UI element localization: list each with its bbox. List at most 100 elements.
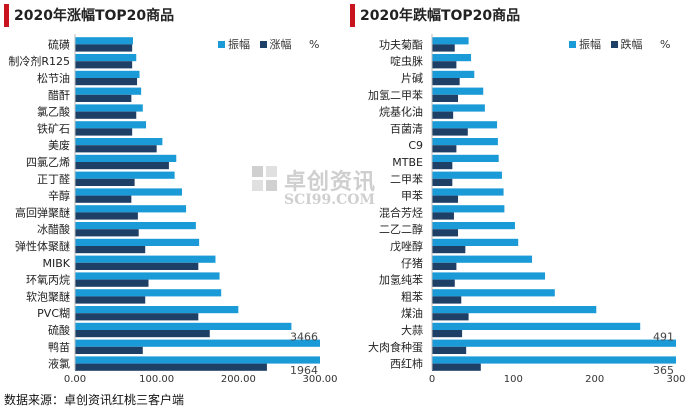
right-category-label: 混合芳烃 <box>379 205 423 219</box>
right-bar-change <box>432 78 460 86</box>
right-bar-amplitude <box>432 356 676 364</box>
watermark-cn: 卓创资讯 <box>284 170 377 195</box>
right-category-label: 功夫菊酯 <box>379 38 423 51</box>
legend-amplitude-right: 振幅 <box>569 38 601 51</box>
legend-fall-swatch <box>610 41 618 48</box>
right-title-accent <box>350 4 355 27</box>
right-bar-amplitude <box>432 188 504 196</box>
left-chart-title: 2020年涨幅TOP20商品 <box>14 8 175 24</box>
left-bar-amplitude <box>75 171 175 179</box>
left-bar-amplitude <box>75 289 222 297</box>
left-category-label: 制冷剂R125 <box>8 54 70 68</box>
left-bar-amplitude <box>75 70 140 78</box>
right-bar-amplitude <box>432 255 533 263</box>
left-bar-amplitude <box>75 255 216 263</box>
left-bar-change <box>75 330 210 338</box>
left-bar-change <box>75 61 133 69</box>
left-category-label: PVC糊 <box>37 306 70 320</box>
legend-rise: 涨幅 <box>259 38 292 51</box>
left-bar-change <box>75 363 267 371</box>
left-category-label: 环氧丙烷 <box>26 273 70 287</box>
left-category-label: 弹性体聚醚 <box>15 239 70 253</box>
left-bar-amplitude <box>75 188 182 196</box>
left-bar-change <box>75 313 199 321</box>
right-category-label: 大肉食种蛋 <box>368 340 423 354</box>
watermark-en: SCI99.COM <box>284 192 375 208</box>
sci99-logo-icon <box>252 166 277 191</box>
right-legend: 振幅 跌幅 % <box>569 36 670 52</box>
right-bar-change <box>432 212 454 220</box>
right-category-label: 仔猪 <box>401 257 423 270</box>
left-bar-amplitude <box>75 339 320 347</box>
right-bar-amplitude <box>432 272 546 280</box>
right-bar-change <box>432 195 459 203</box>
left-bar-change <box>75 111 137 119</box>
right-category-label: 煤油 <box>401 306 423 320</box>
left-bar-amplitude <box>75 54 137 62</box>
right-category-label: 二乙二醇 <box>379 222 423 236</box>
right-bar-amplitude <box>432 154 499 162</box>
left-bar-change <box>75 262 199 270</box>
right-category-label: 片碱 <box>401 72 423 85</box>
right-bar-amplitude <box>432 70 475 78</box>
left-bar-change <box>75 162 169 170</box>
left-overflow-label: 3466 <box>290 330 318 343</box>
legend-rise-label: 涨幅 <box>269 38 292 51</box>
right-bar-change <box>432 346 467 354</box>
left-bar-amplitude <box>75 121 147 129</box>
right-bar-change <box>432 313 469 321</box>
right-category-label: 戊唑醇 <box>390 239 423 253</box>
left-bar-change <box>75 229 139 237</box>
right-bar-amplitude <box>432 322 641 330</box>
left-bar-change <box>75 44 133 52</box>
right-bar-change <box>432 178 453 186</box>
right-category-label: 大蒜 <box>401 323 423 337</box>
left-bar-amplitude <box>75 138 163 146</box>
right-bar-change <box>432 279 455 287</box>
left-category-label: 冰醋酸 <box>37 222 70 236</box>
right-bar-change <box>432 229 459 237</box>
right-overflow-label: 491 <box>653 330 674 343</box>
left-bar-amplitude <box>75 272 220 280</box>
left-bar-amplitude <box>75 356 320 364</box>
right-bar-amplitude <box>432 37 469 45</box>
right-bar-change <box>432 296 462 304</box>
left-bar-change <box>75 94 132 102</box>
right-category-label: 甲苯 <box>401 189 423 203</box>
left-bar-change <box>75 145 157 153</box>
left-bar-amplitude <box>75 154 177 162</box>
right-bar-change <box>432 94 459 102</box>
right-bar-amplitude <box>432 222 515 230</box>
legend-amplitude-right-swatch <box>569 41 576 48</box>
right-bar-amplitude <box>432 289 555 297</box>
left-bar-change <box>75 246 146 254</box>
watermark: 卓创资讯 SCI99.COM <box>250 164 376 208</box>
right-bar-amplitude <box>432 339 676 347</box>
left-title-accent <box>4 4 9 27</box>
left-bar-change <box>75 128 133 136</box>
left-bar-amplitude <box>75 87 142 95</box>
left-bar-amplitude <box>75 104 143 112</box>
left-category-label: 液氯 <box>48 357 70 371</box>
right-bar-change <box>432 128 468 136</box>
left-bar-amplitude <box>75 37 133 45</box>
right-x-tick-label: 100 <box>504 374 523 385</box>
right-category-label: 西红柿 <box>390 357 423 371</box>
right-bar-change <box>432 145 457 153</box>
left-overflow-label: 1964 <box>290 364 318 377</box>
right-category-label: 二甲苯 <box>390 172 423 186</box>
left-x-tick-label: 100.00 <box>139 374 174 385</box>
left-category-label: 四氯乙烯 <box>26 155 70 169</box>
left-unit: % <box>309 38 320 51</box>
left-category-label: 氯乙酸 <box>37 105 70 119</box>
legend-amplitude-right-label: 振幅 <box>579 38 601 51</box>
right-bar-change <box>432 44 455 52</box>
left-category-label: 醋酐 <box>48 88 70 102</box>
legend-rise-swatch <box>259 41 267 48</box>
right-bar-change <box>432 111 454 119</box>
right-chart-title: 2020年跌幅TOP20商品 <box>360 8 521 24</box>
right-x-tick-label: 0 <box>429 374 435 385</box>
right-bar-change <box>432 363 481 371</box>
legend-fall-label: 跌幅 <box>620 38 643 51</box>
